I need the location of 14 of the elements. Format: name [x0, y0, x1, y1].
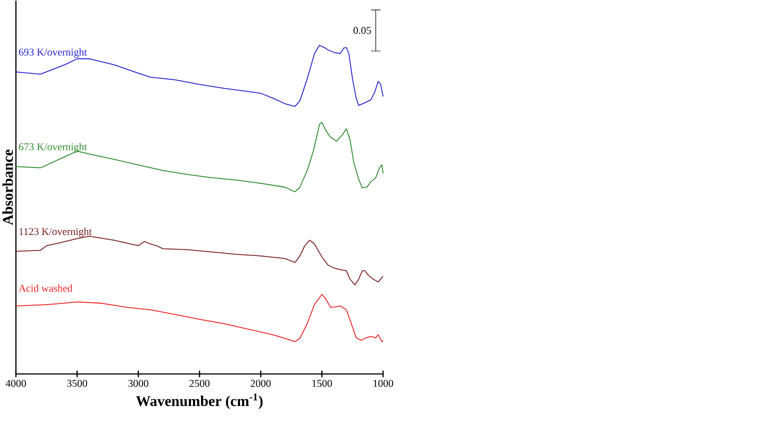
text: 0.05 [354, 26, 371, 34]
x-tick-label: 1000 [374, 380, 394, 387]
x-tick-label: 2500 [190, 380, 210, 387]
series-label: 673 K/overnight [18, 142, 87, 152]
y-axis-title: Absorbance [2, 150, 13, 226]
x-tick-label: 2000 [250, 380, 271, 387]
x-axis-title: Wavenumber (cm$^{-1}$) [136, 393, 263, 410]
x-tick-label: 3000 [128, 380, 148, 387]
x-tick-label: 4000 [6, 380, 26, 387]
series-label: 1123 K/overnight [19, 228, 92, 238]
series-label: Acid washed [18, 284, 72, 292]
series-label: 693 K/overnight [18, 48, 87, 58]
x-tick-label: 3500 [67, 380, 88, 387]
x-tick-label: 1500 [312, 380, 332, 387]
